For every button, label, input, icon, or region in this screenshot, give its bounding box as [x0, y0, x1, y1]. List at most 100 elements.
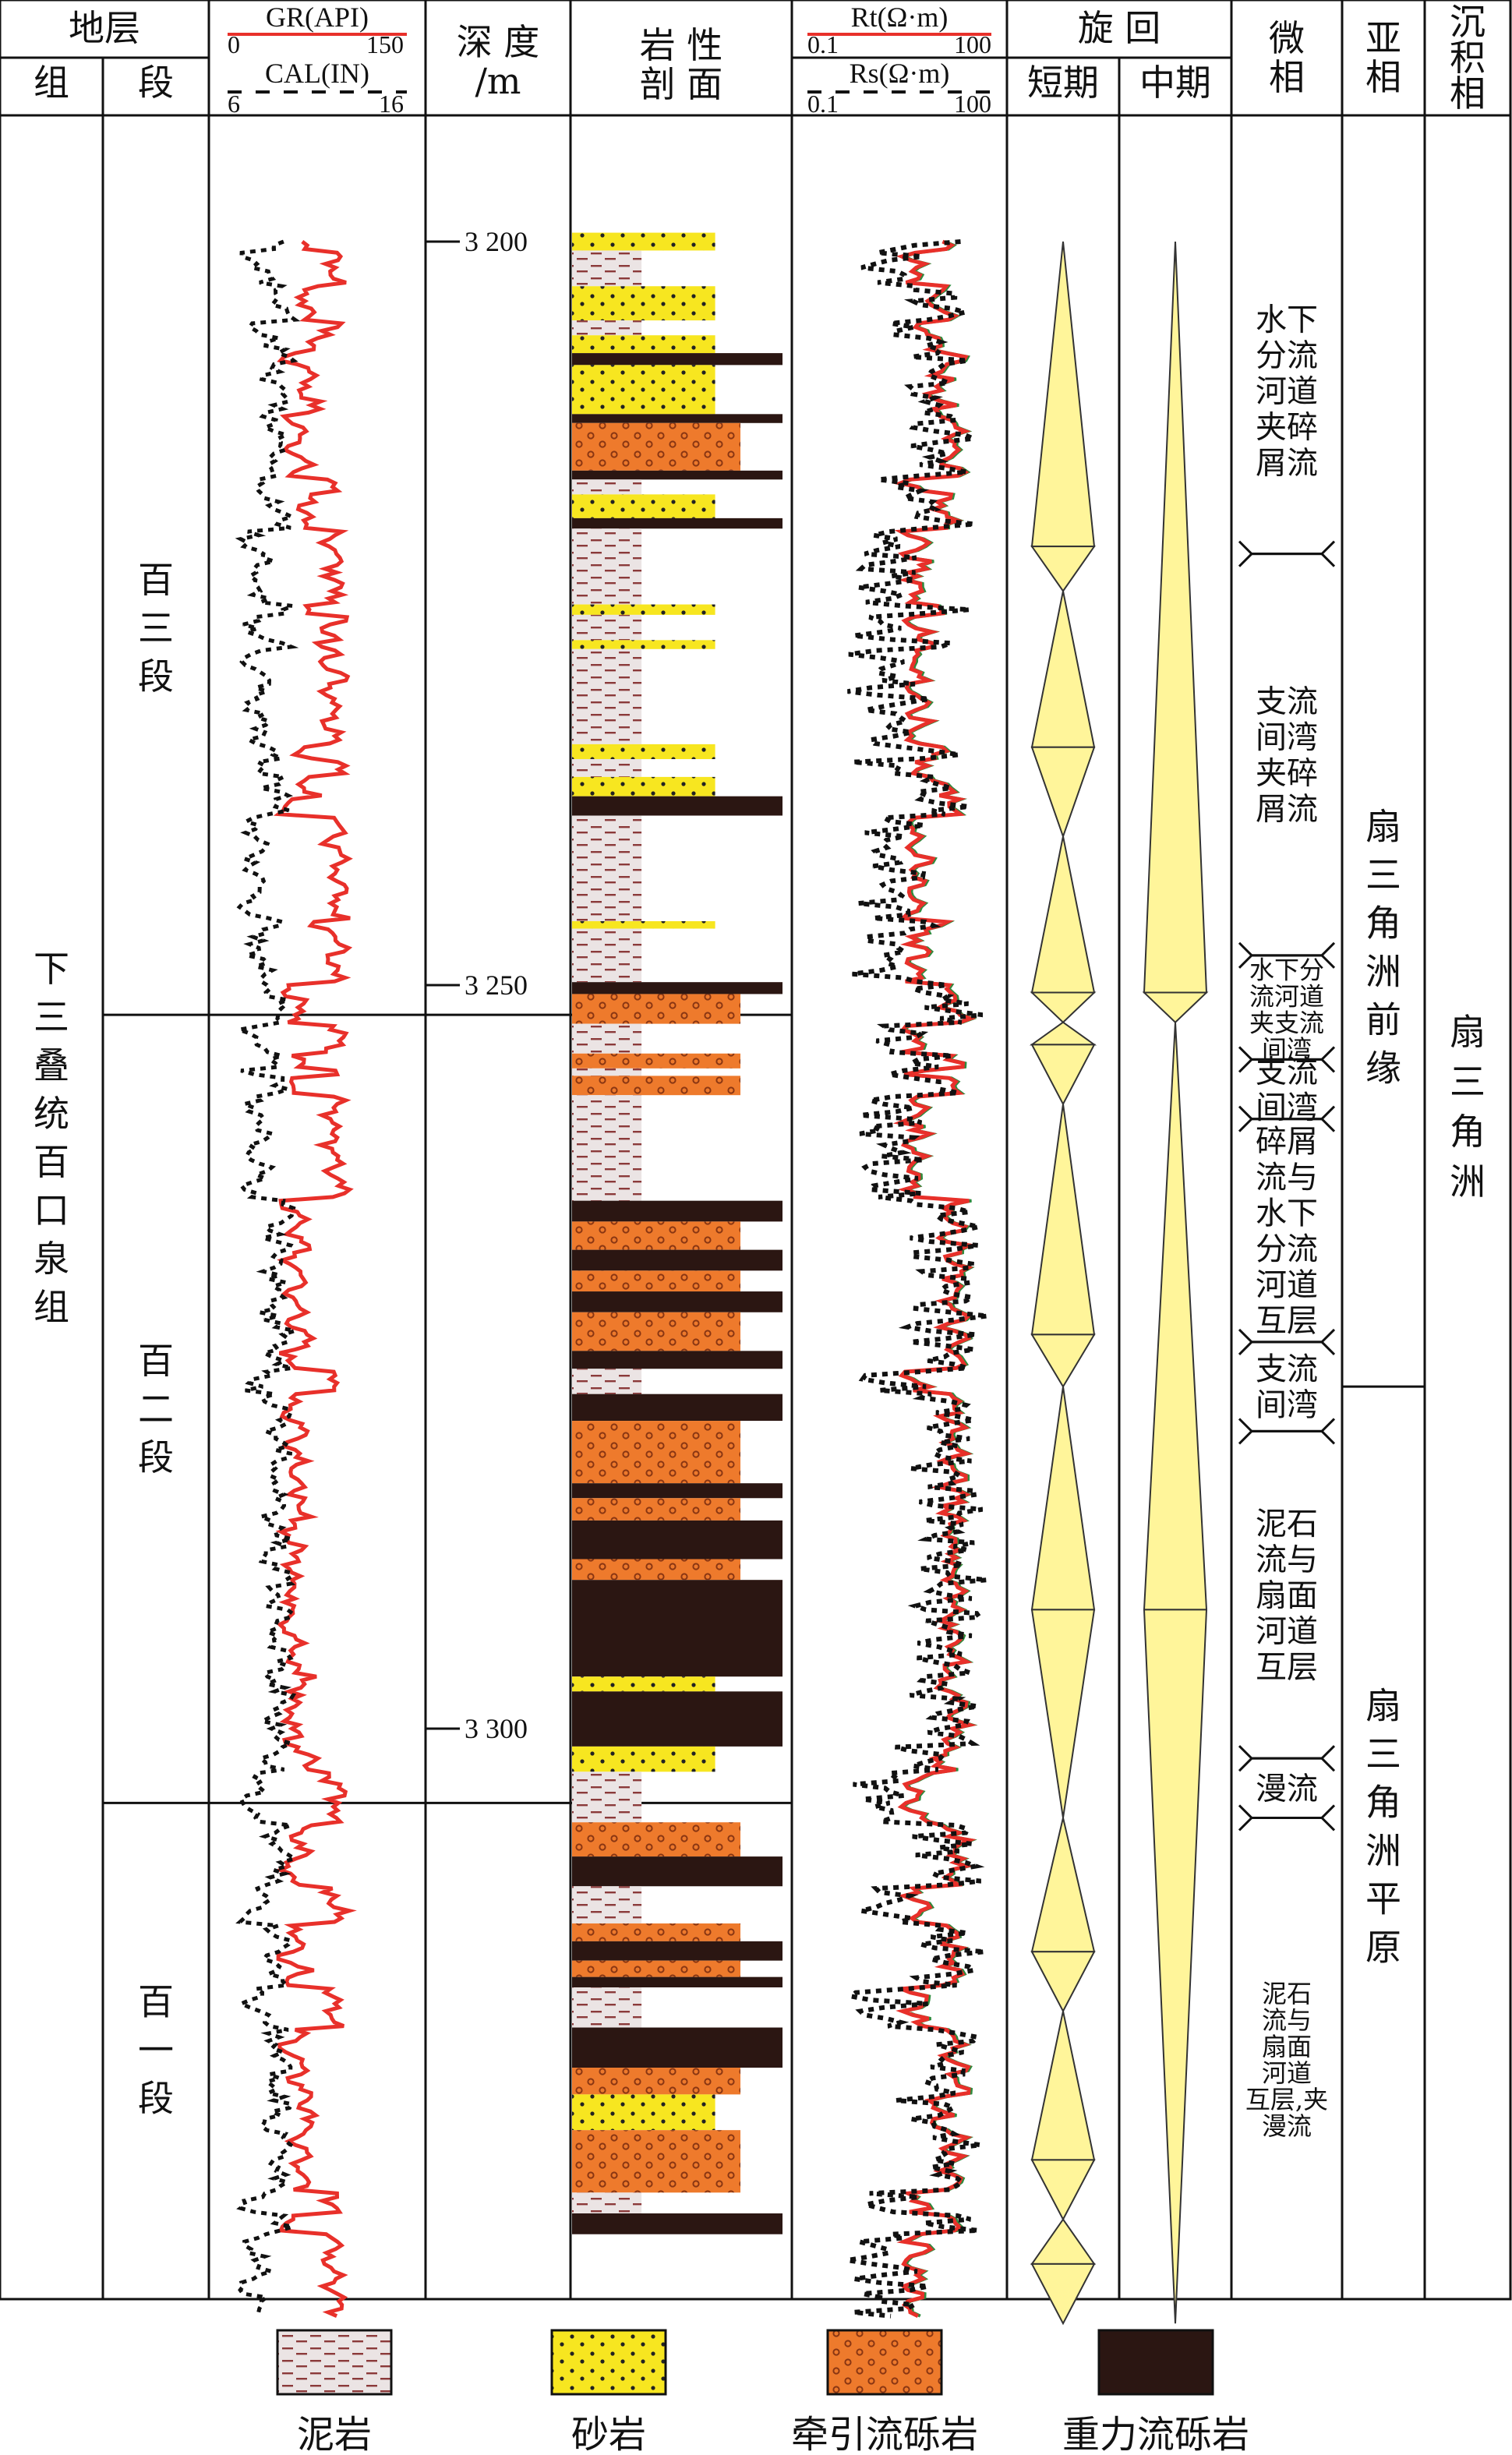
- lithology-bed-sand: [572, 604, 715, 615]
- subfacies-name-char: 洲: [1365, 950, 1401, 992]
- lithology-bed-trac: [572, 2130, 740, 2193]
- short-term-header: 短期: [1027, 62, 1099, 104]
- short-term-cycle-rising: [1030, 1817, 1096, 1953]
- lithology-bed-grav: [572, 1691, 782, 1747]
- member-name-char: 二: [138, 1388, 174, 1430]
- depth-tick-label: 3 250: [465, 970, 528, 1001]
- microfacies-column: 水下分流河道夹碎屑流支流间湾夹碎屑流水下分流河道夹支流间湾支流间湾碎屑流与水下分…: [1238, 302, 1336, 2141]
- header-stratum: 地层: [69, 7, 140, 49]
- subfacies-name-char: 扇: [1365, 1685, 1401, 1727]
- lithology-bed-sand: [572, 232, 715, 251]
- lithology-bed-trac: [572, 1498, 740, 1521]
- subfacies-name-char: 扇: [1365, 805, 1401, 847]
- microfacies-label: 夹碎: [1256, 755, 1318, 791]
- legend-label-sand: 砂岩: [571, 2413, 646, 2455]
- lithology-bed-mud: [572, 1886, 642, 1923]
- short-term-cycle-rising: [1030, 241, 1096, 548]
- lithology-track: [572, 232, 782, 2234]
- lithology-bed-grav: [572, 1580, 782, 1677]
- legend-label-grav: 重力流砾岩: [1062, 2413, 1249, 2455]
- lithology-bed-grav: [572, 2213, 782, 2234]
- lithology-bed-sand: [572, 640, 715, 649]
- lithology-bed-mud: [572, 479, 642, 495]
- cycle-header: 旋 回: [1078, 7, 1161, 49]
- microfacies-label: 互层: [1256, 1303, 1318, 1339]
- microfacies-label: 互层,夹: [1245, 2085, 1328, 2114]
- microfacies-header-char: 微: [1269, 17, 1305, 59]
- facies-name-char: 角: [1450, 1111, 1486, 1153]
- subfacies-name-char: 缘: [1365, 1047, 1401, 1089]
- lithology-bed-trac: [572, 1923, 740, 1941]
- lithology-bed-mud: [572, 2192, 642, 2214]
- microfacies-label: 支流: [1256, 684, 1318, 719]
- microfacies-header: 微相: [1269, 17, 1305, 98]
- short-term-cycle-falling: [1030, 546, 1096, 593]
- cal-curve: [231, 239, 301, 2316]
- microfacies-label: 泥石: [1256, 1506, 1318, 1542]
- depth-header-1: 深 度: [457, 21, 540, 63]
- lithology-bed-mud: [572, 528, 642, 605]
- subfacies-name-char: 前: [1365, 998, 1401, 1040]
- cycle-track: [1029, 241, 1209, 2326]
- microfacies-header-char: 相: [1269, 56, 1305, 98]
- microfacies-label: 夹支流: [1249, 1008, 1324, 1038]
- lithology-bed-grav: [572, 982, 782, 994]
- lithology-bed-sand: [572, 1746, 715, 1772]
- microfacies-label: 间湾: [1256, 1090, 1318, 1126]
- short-term-cycle-rising: [1030, 2011, 1096, 2161]
- lithology-bed-grav: [572, 1291, 782, 1312]
- short-term-cycle-falling: [1030, 1044, 1096, 1106]
- microfacies-box-top: [1238, 1816, 1336, 1832]
- lithology-bed-mud: [572, 815, 642, 921]
- rt-max: 100: [954, 30, 991, 58]
- member-name-char: 百: [138, 559, 174, 601]
- lithology-bed-grav: [572, 1941, 782, 1961]
- cal-max: 16: [379, 90, 404, 118]
- lith-header-1: 岩 性: [640, 24, 723, 66]
- legend-label-trac: 牵引流砾岩: [791, 2413, 978, 2455]
- microfacies-label: 水下分: [1249, 956, 1324, 985]
- lithology-bed-trac: [572, 1076, 740, 1096]
- lithology-bed-mud: [572, 1369, 642, 1394]
- header-group: 组: [34, 62, 69, 104]
- microfacies-label: 支流: [1256, 1054, 1318, 1090]
- mid-term-cycle-falling: [1142, 991, 1209, 1024]
- short-term-cycle-falling: [1030, 746, 1096, 839]
- microfacies-label: 夹碎: [1256, 409, 1318, 445]
- resistivity-track: [845, 239, 988, 2319]
- microfacies-label: 扇面: [1256, 1577, 1318, 1613]
- lithology-bed-grav: [572, 2027, 782, 2068]
- table-frame: [0, 0, 1512, 2301]
- microfacies-label: 互层: [1256, 1649, 1318, 1685]
- facies-header-char: 相: [1450, 72, 1486, 115]
- group-name-char: 口: [34, 1189, 69, 1231]
- lithology-bed-grav: [572, 1520, 782, 1560]
- subfacies-name-char: 角: [1365, 1782, 1401, 1824]
- rs-max: 100: [954, 90, 991, 118]
- short-term-cycle-falling: [1030, 1609, 1096, 1818]
- lithology-bed-mud: [572, 1023, 642, 1054]
- lithology-bed-mud: [572, 758, 642, 777]
- microfacies-label: 泥石: [1262, 1979, 1312, 2008]
- gr-max: 150: [366, 30, 404, 58]
- microfacies-label: 水下: [1256, 1196, 1318, 1231]
- group-name-char: 下: [34, 948, 69, 990]
- microfacies-label: 碎屑: [1256, 1124, 1318, 1160]
- microfacies-label: 屑流: [1256, 445, 1318, 481]
- lithology-bed-trac: [572, 422, 740, 471]
- microfacies-label: 水下: [1256, 302, 1318, 337]
- lithology-bed-sand: [572, 286, 715, 321]
- microfacies-label: 分流: [1256, 1231, 1318, 1267]
- mid-term-cycle-falling: [1143, 1609, 1208, 2324]
- short-term-cycle-rising: [1030, 1104, 1096, 1336]
- microfacies-label: 漫流: [1256, 1771, 1318, 1807]
- lithology-bed-grav: [572, 1394, 782, 1422]
- subfacies-header-char: 相: [1365, 56, 1401, 98]
- lithology-bed-grav: [572, 1200, 782, 1222]
- member-name-char: 段: [138, 2078, 174, 2120]
- lithology-bed-trac: [572, 1312, 740, 1351]
- lithology-bed-trac: [572, 1960, 740, 1977]
- subfacies-name-char: 三: [1365, 853, 1401, 895]
- lithology-bed-sand: [572, 744, 715, 759]
